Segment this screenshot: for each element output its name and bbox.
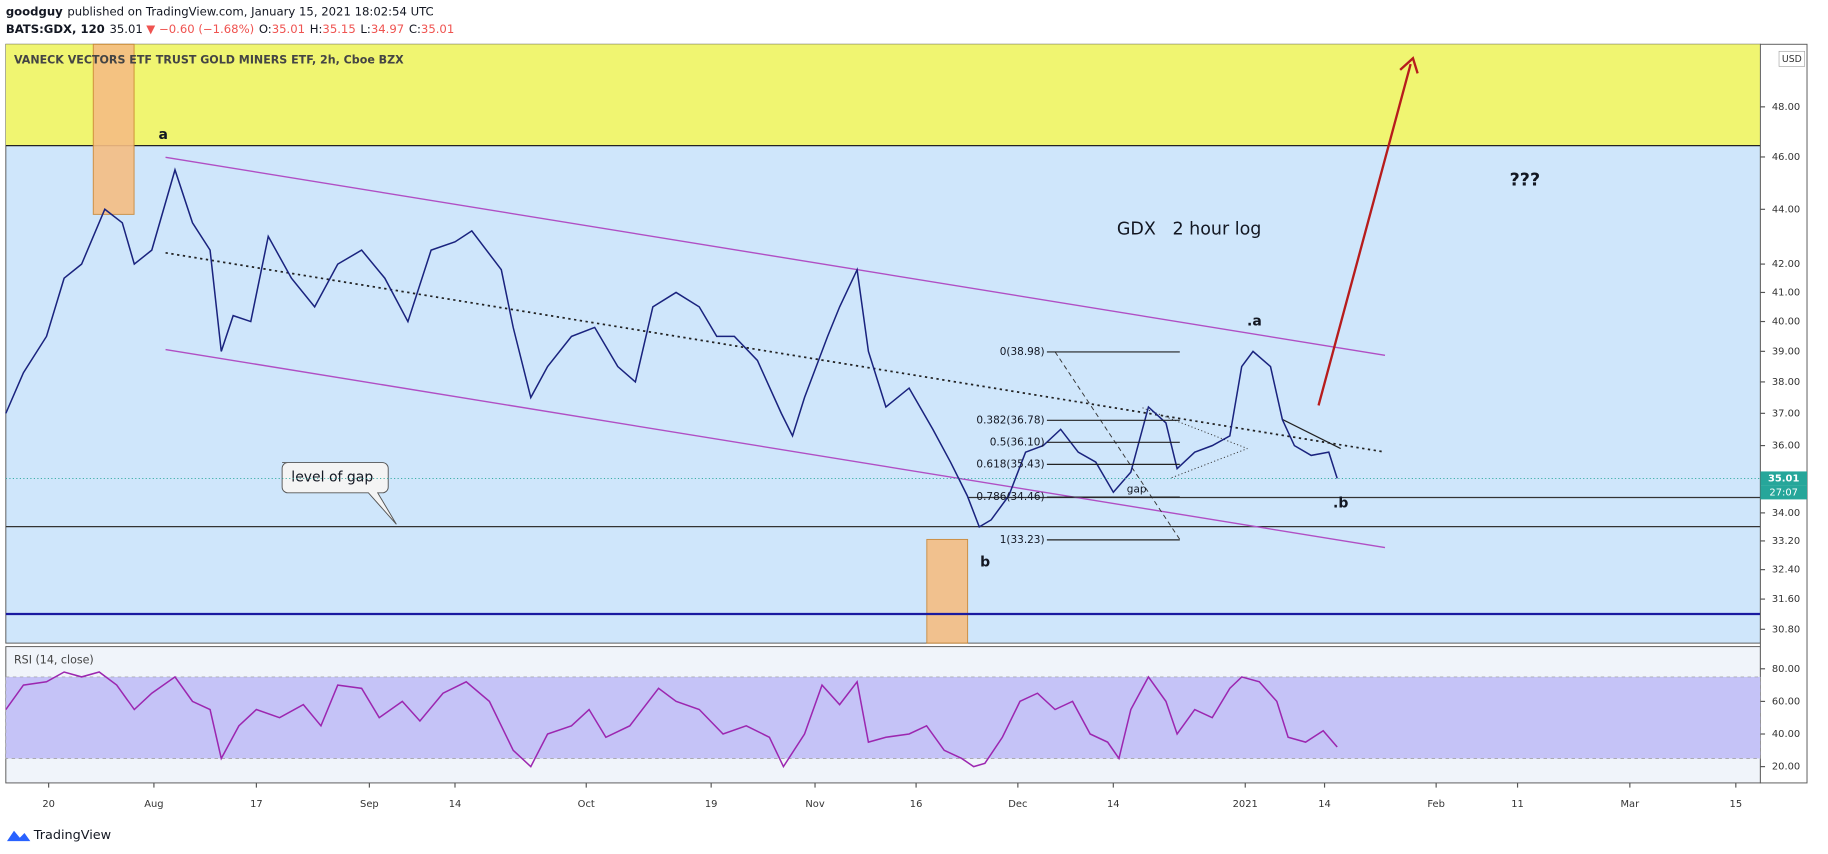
x-tick-label: Dec [1008,799,1027,810]
series-legend: VANECK VECTORS ETF TRUST GOLD MINERS ETF… [14,54,404,67]
countdown-box [1760,485,1808,500]
y-tick-label: 60.00 [1772,696,1800,707]
symbol: BATS:GDX, 120 [6,22,105,36]
change: ▼ −0.60 (−1.68%) [146,22,254,36]
wedge-line [1282,418,1341,450]
price-line [5,167,1338,528]
ohlc-value: 35.15 [322,22,355,36]
resistance-zone [5,44,1761,146]
y-tick-label: 20.00 [1772,762,1800,773]
y-tick-label: 32.40 [1772,565,1800,576]
currency-box [1778,50,1805,67]
x-tick-label: Oct [578,799,595,810]
ohlc-label: C: [409,22,421,36]
x-tick-label: 14 [449,799,462,810]
gap-label: gap [1127,483,1147,495]
x-tick-label: 14 [1107,799,1120,810]
y-tick-label: 39.00 [1772,346,1800,357]
fib-label: 0.618(35.43) [976,458,1044,470]
fib-label: 0.382(36.78) [976,414,1044,426]
y-tick-label: 38.00 [1772,377,1800,388]
triangle-line [1142,407,1248,449]
ohlc-value: 35.01 [272,22,305,36]
x-tick-label: 15 [1730,799,1743,810]
ohlc-value: 35.01 [421,22,454,36]
channel-line [165,348,1386,549]
x-tick-label: 14 [1318,799,1331,810]
y-tick-label: 48.00 [1772,102,1800,113]
wave-label: .b [1333,495,1348,511]
fib-label: 1(33.23) [1000,534,1045,546]
price-line [5,671,1338,769]
arrow-head [1399,56,1419,74]
x-tick-label: Feb [1427,799,1445,810]
x-tick-label: Aug [144,799,163,810]
symbol-line: BATS:GDX, 120 35.01 ▼ −0.60 (−1.68%) O:35.0… [6,22,454,36]
x-tick-label: 11 [1511,799,1524,810]
x-tick-label: 20 [42,799,55,810]
y-tick-label: 44.00 [1772,204,1800,215]
target-arrow [1317,63,1412,406]
callout-text: level of gap [291,470,373,486]
y-tick-label: 40.00 [1772,317,1800,328]
last: 35.01 [109,22,142,36]
orange-box [926,538,969,644]
trend-line [165,251,1386,453]
fib-label: 0.786(34.46) [976,491,1044,503]
wave-label: .a [1247,314,1262,330]
last-price-label: 35.01 [1768,473,1799,484]
fib-label: 0(38.98) [1000,346,1045,358]
ohlc-value: 34.97 [371,22,404,36]
wave-label: a [158,127,167,143]
ohlc-label: H: [310,22,323,36]
fib-label: 0.5(36.10) [990,436,1045,448]
author: goodguy [6,4,63,18]
y-tick-label: 37.00 [1772,408,1800,419]
x-tick-label: Nov [805,799,824,810]
ohlc-label: L: [360,22,370,36]
x-tick-label: Sep [360,799,379,810]
y-tick-label: 30.80 [1772,624,1800,635]
question-note: ??? [1510,171,1540,191]
published: published on TradingView.com, January 15… [67,4,433,18]
x-tick-label: 19 [705,799,718,810]
y-tick-label: 46.00 [1772,152,1800,163]
channel-line [165,156,1386,357]
rsi-legend: RSI (14, close) [14,654,94,667]
y-tick-label: 80.00 [1772,664,1800,675]
ohlc-label: O: [259,22,272,36]
x-tick-label: Mar [1621,799,1641,810]
orange-box [92,43,135,215]
rsi-band [5,676,1761,759]
y-tick-label: 31.60 [1772,594,1800,605]
currency: USD [1782,54,1802,65]
countdown-label: 27:07 [1769,487,1798,498]
x-tick-label: 2021 [1233,799,1258,810]
y-tick-label: 40.00 [1772,729,1800,740]
header-line: goodguy published on TradingView.com, Jan… [6,4,434,18]
y-tick-label: 41.00 [1772,287,1800,298]
y-tick-label: 42.00 [1772,259,1800,270]
price-axis [1759,43,1808,784]
y-tick-label: 33.20 [1772,536,1800,547]
last-price-box [1760,471,1808,486]
brand-logo [6,830,31,842]
y-tick-label: 34.00 [1772,508,1800,519]
fib-diagonal [1054,351,1181,540]
y-tick-label: 36.00 [1772,441,1800,452]
chart-note: GDX 2 hour log [1117,220,1262,240]
brand: TradingView [33,828,111,843]
x-tick-label: 17 [250,799,263,810]
x-tick-label: 16 [910,799,923,810]
wave-label: b [980,555,990,571]
